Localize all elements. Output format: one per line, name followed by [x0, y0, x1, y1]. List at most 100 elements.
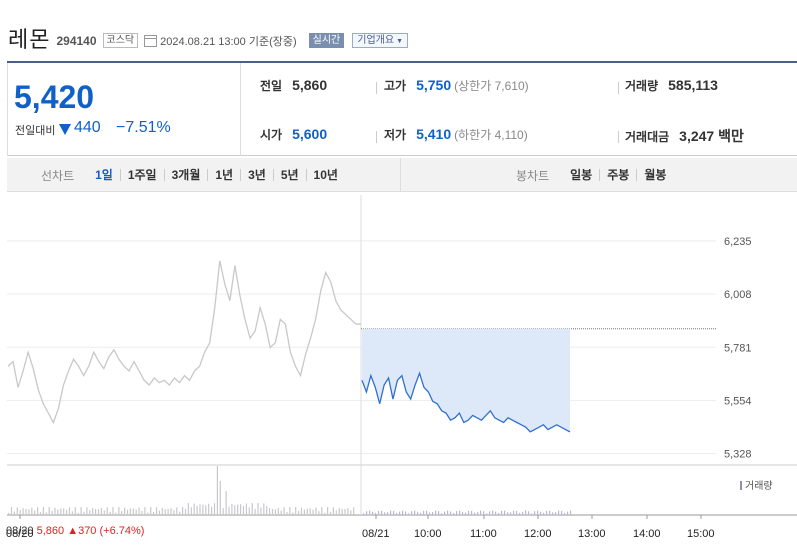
volume-bar	[474, 512, 476, 515]
volume-bar	[546, 510, 548, 515]
volume-bar	[332, 507, 334, 515]
x-tick-label: 13:00	[578, 528, 606, 540]
prev-close-label: 전일	[260, 79, 283, 93]
volume-bar	[366, 511, 368, 515]
volume-bar	[283, 507, 285, 515]
volume-bar	[338, 508, 340, 515]
volume-bar	[335, 510, 337, 515]
volume-bar	[16, 507, 18, 515]
volume-bar	[477, 511, 479, 515]
volume-bar	[68, 507, 71, 515]
realtime-button[interactable]: 실시간	[308, 32, 345, 48]
volume-bar	[393, 510, 395, 515]
volume-bar	[375, 512, 377, 515]
volume-bar	[372, 511, 374, 515]
volume-bar	[271, 508, 274, 515]
volume-bar	[298, 510, 300, 515]
change-label: 전일대비	[15, 125, 56, 137]
volume-bar	[381, 510, 383, 515]
volume-bar	[309, 508, 311, 515]
high-value: 5,750	[416, 77, 452, 93]
x-tick-label: 08/20	[6, 528, 34, 540]
tab-daily[interactable]: 일봉	[570, 168, 593, 182]
volume-bar	[63, 508, 65, 515]
y-tick-label: 5,328	[724, 448, 752, 460]
volume-bar	[74, 507, 76, 515]
volume-bar	[25, 508, 27, 515]
volume-bar	[184, 508, 187, 515]
volume-bar	[144, 507, 146, 515]
volume-bar	[540, 511, 542, 515]
tab-3year[interactable]: 3년	[240, 169, 273, 181]
volume-bar	[19, 510, 21, 515]
price-chart[interactable]: 6,235 6,008 5,781 5,554 5,328 08/20 08/21 10:00…	[0, 195, 797, 557]
y-tick-label: 5,781	[724, 342, 752, 354]
prev-close-value: 5,860	[292, 77, 328, 93]
volume-bar	[528, 511, 530, 515]
tab-1week[interactable]: 1주일	[119, 169, 164, 181]
volume-bar	[534, 511, 536, 515]
x-tick-label: 11:00	[470, 528, 497, 540]
volume-bar	[501, 510, 503, 515]
volume-bar	[423, 510, 425, 515]
volume-bar	[57, 509, 59, 515]
volume-bar	[31, 507, 33, 515]
volume-bar	[196, 505, 198, 515]
volume-bar	[147, 512, 149, 515]
volume-bar	[187, 503, 189, 515]
volume-bar	[80, 507, 82, 515]
market-badge: 코스닥	[102, 32, 139, 48]
amount-label: 거래대금	[625, 130, 670, 144]
current-price: 5,420	[14, 79, 95, 115]
volume-bar	[219, 481, 221, 515]
tab-monthly[interactable]: 월봉	[636, 169, 673, 181]
tab-3month[interactable]: 3개월	[163, 169, 208, 181]
volume-bar	[240, 504, 242, 515]
volume-bar	[324, 512, 326, 515]
volume-bar	[132, 508, 134, 515]
tab-5year[interactable]: 5년	[272, 169, 306, 181]
volume-bar	[202, 504, 204, 515]
calendar-icon	[144, 34, 158, 47]
tab-1year[interactable]: 1년	[207, 169, 240, 181]
volume-bar	[429, 512, 431, 515]
today-line	[361, 371, 571, 433]
volume-bar	[426, 510, 428, 515]
volume-bar	[420, 512, 422, 515]
company-overview-button[interactable]: 기업개요 ▼	[352, 32, 408, 48]
volume-label: 거래량	[625, 79, 659, 93]
volume-bar	[564, 513, 566, 515]
open-label: 시가	[260, 128, 283, 142]
volume-bar	[190, 507, 192, 515]
volume-bar	[263, 503, 265, 515]
volume-bar	[225, 491, 227, 515]
volume-bar	[182, 507, 184, 515]
volume-bar	[432, 512, 434, 515]
volume-bar	[66, 509, 68, 515]
tab-10year[interactable]: 10년	[305, 169, 345, 181]
volume-bar	[402, 510, 404, 515]
volume-bar	[504, 510, 506, 515]
tab-divider	[400, 158, 401, 192]
volume-bar	[329, 511, 332, 515]
volume-bar	[552, 512, 554, 515]
volume-bar	[97, 509, 100, 515]
volume-bar	[129, 508, 131, 515]
volume-bar	[531, 513, 533, 515]
candle-chart-tabs: 봉차트 일봉 주봉 월봉	[516, 158, 673, 192]
amount-value: 3,247 백만	[679, 128, 744, 144]
tab-1day[interactable]: 1일	[95, 168, 113, 182]
volume-bar	[216, 466, 218, 515]
tab-weekly[interactable]: 주봉	[599, 169, 636, 181]
volume-bar	[71, 511, 73, 515]
prev-change: ▲370	[67, 525, 97, 537]
volume-bar	[213, 503, 216, 515]
volume-bar	[441, 513, 443, 515]
volume-bar	[450, 511, 452, 515]
change-percent: −7.51%	[116, 119, 171, 136]
volume-bar	[167, 508, 169, 515]
volume-bar	[228, 506, 230, 515]
volume-bar	[254, 508, 256, 515]
volume-bar	[251, 503, 253, 515]
volume-bar	[408, 513, 410, 515]
